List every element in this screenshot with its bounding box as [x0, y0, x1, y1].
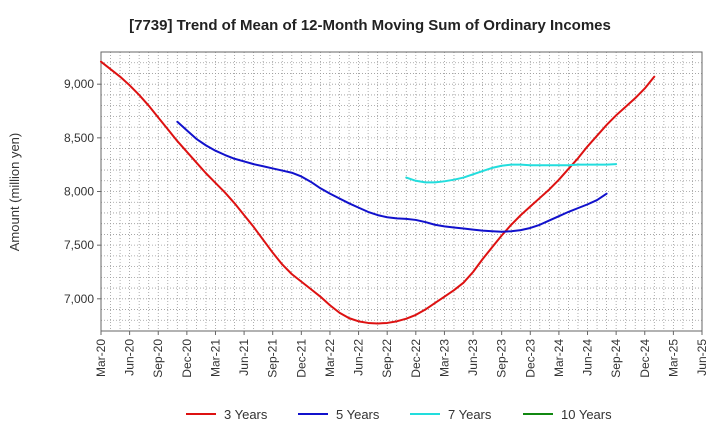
y-tick-label: 7,500	[64, 238, 94, 252]
axes: 7,000 7,500 8,000 8,500 9,000 Mar-20 Jun-20 Sep…	[64, 51, 709, 378]
x-tick-label: Mar-21	[208, 339, 222, 377]
series-line-5-years	[176, 120, 608, 233]
x-tick-label: Sep-24	[609, 339, 623, 378]
chart-title: [7739] Trend of Mean of 12-Month Moving …	[129, 17, 611, 34]
x-tick-label: Jun-20	[123, 339, 137, 376]
series-line-7-years	[405, 163, 618, 184]
x-tick-label: Mar-23	[437, 339, 451, 377]
y-axis-title: Amount (million yen)	[7, 133, 22, 252]
legend-label-5-years: 5 Years	[336, 407, 380, 422]
legend-label-10-years: 10 Years	[561, 407, 612, 422]
x-tick-label: Mar-25	[666, 339, 680, 377]
x-tick-label: Dec-24	[638, 339, 652, 378]
x-tick-label: Jun-22	[352, 339, 366, 376]
legend-label-7-years: 7 Years	[448, 407, 492, 422]
x-tick-label: Dec-20	[180, 339, 194, 378]
x-tick-label: Jun-21	[237, 339, 251, 376]
x-tick-label: Dec-22	[409, 339, 423, 378]
x-tick-label: Dec-23	[523, 339, 537, 378]
x-tick-label: Jun-24	[581, 339, 595, 376]
legend: 3 Years 5 Years 7 Years 10 Years	[186, 407, 612, 422]
legend-label-3-years: 3 Years	[224, 407, 268, 422]
y-tick-label: 9,000	[64, 77, 94, 91]
x-tick-label: Sep-21	[266, 339, 280, 378]
x-tick-label: Sep-23	[495, 339, 509, 378]
grid	[100, 51, 703, 332]
y-tick-label: 8,000	[64, 185, 94, 199]
x-tick-label: Mar-24	[552, 339, 566, 377]
x-tick-label: Mar-22	[323, 339, 337, 377]
x-tick-label: Jun-23	[466, 339, 480, 376]
y-tick-label: 7,000	[64, 292, 94, 306]
series-line-3-years	[100, 60, 656, 325]
x-tick-label: Jun-25	[695, 339, 709, 376]
series-lines	[100, 60, 656, 325]
x-tick-label: Sep-20	[151, 339, 165, 378]
x-tick-label: Mar-20	[94, 339, 108, 377]
y-tick-label: 8,500	[64, 131, 94, 145]
x-tick-label: Dec-21	[294, 339, 308, 378]
x-tick-label: Sep-22	[380, 339, 394, 378]
